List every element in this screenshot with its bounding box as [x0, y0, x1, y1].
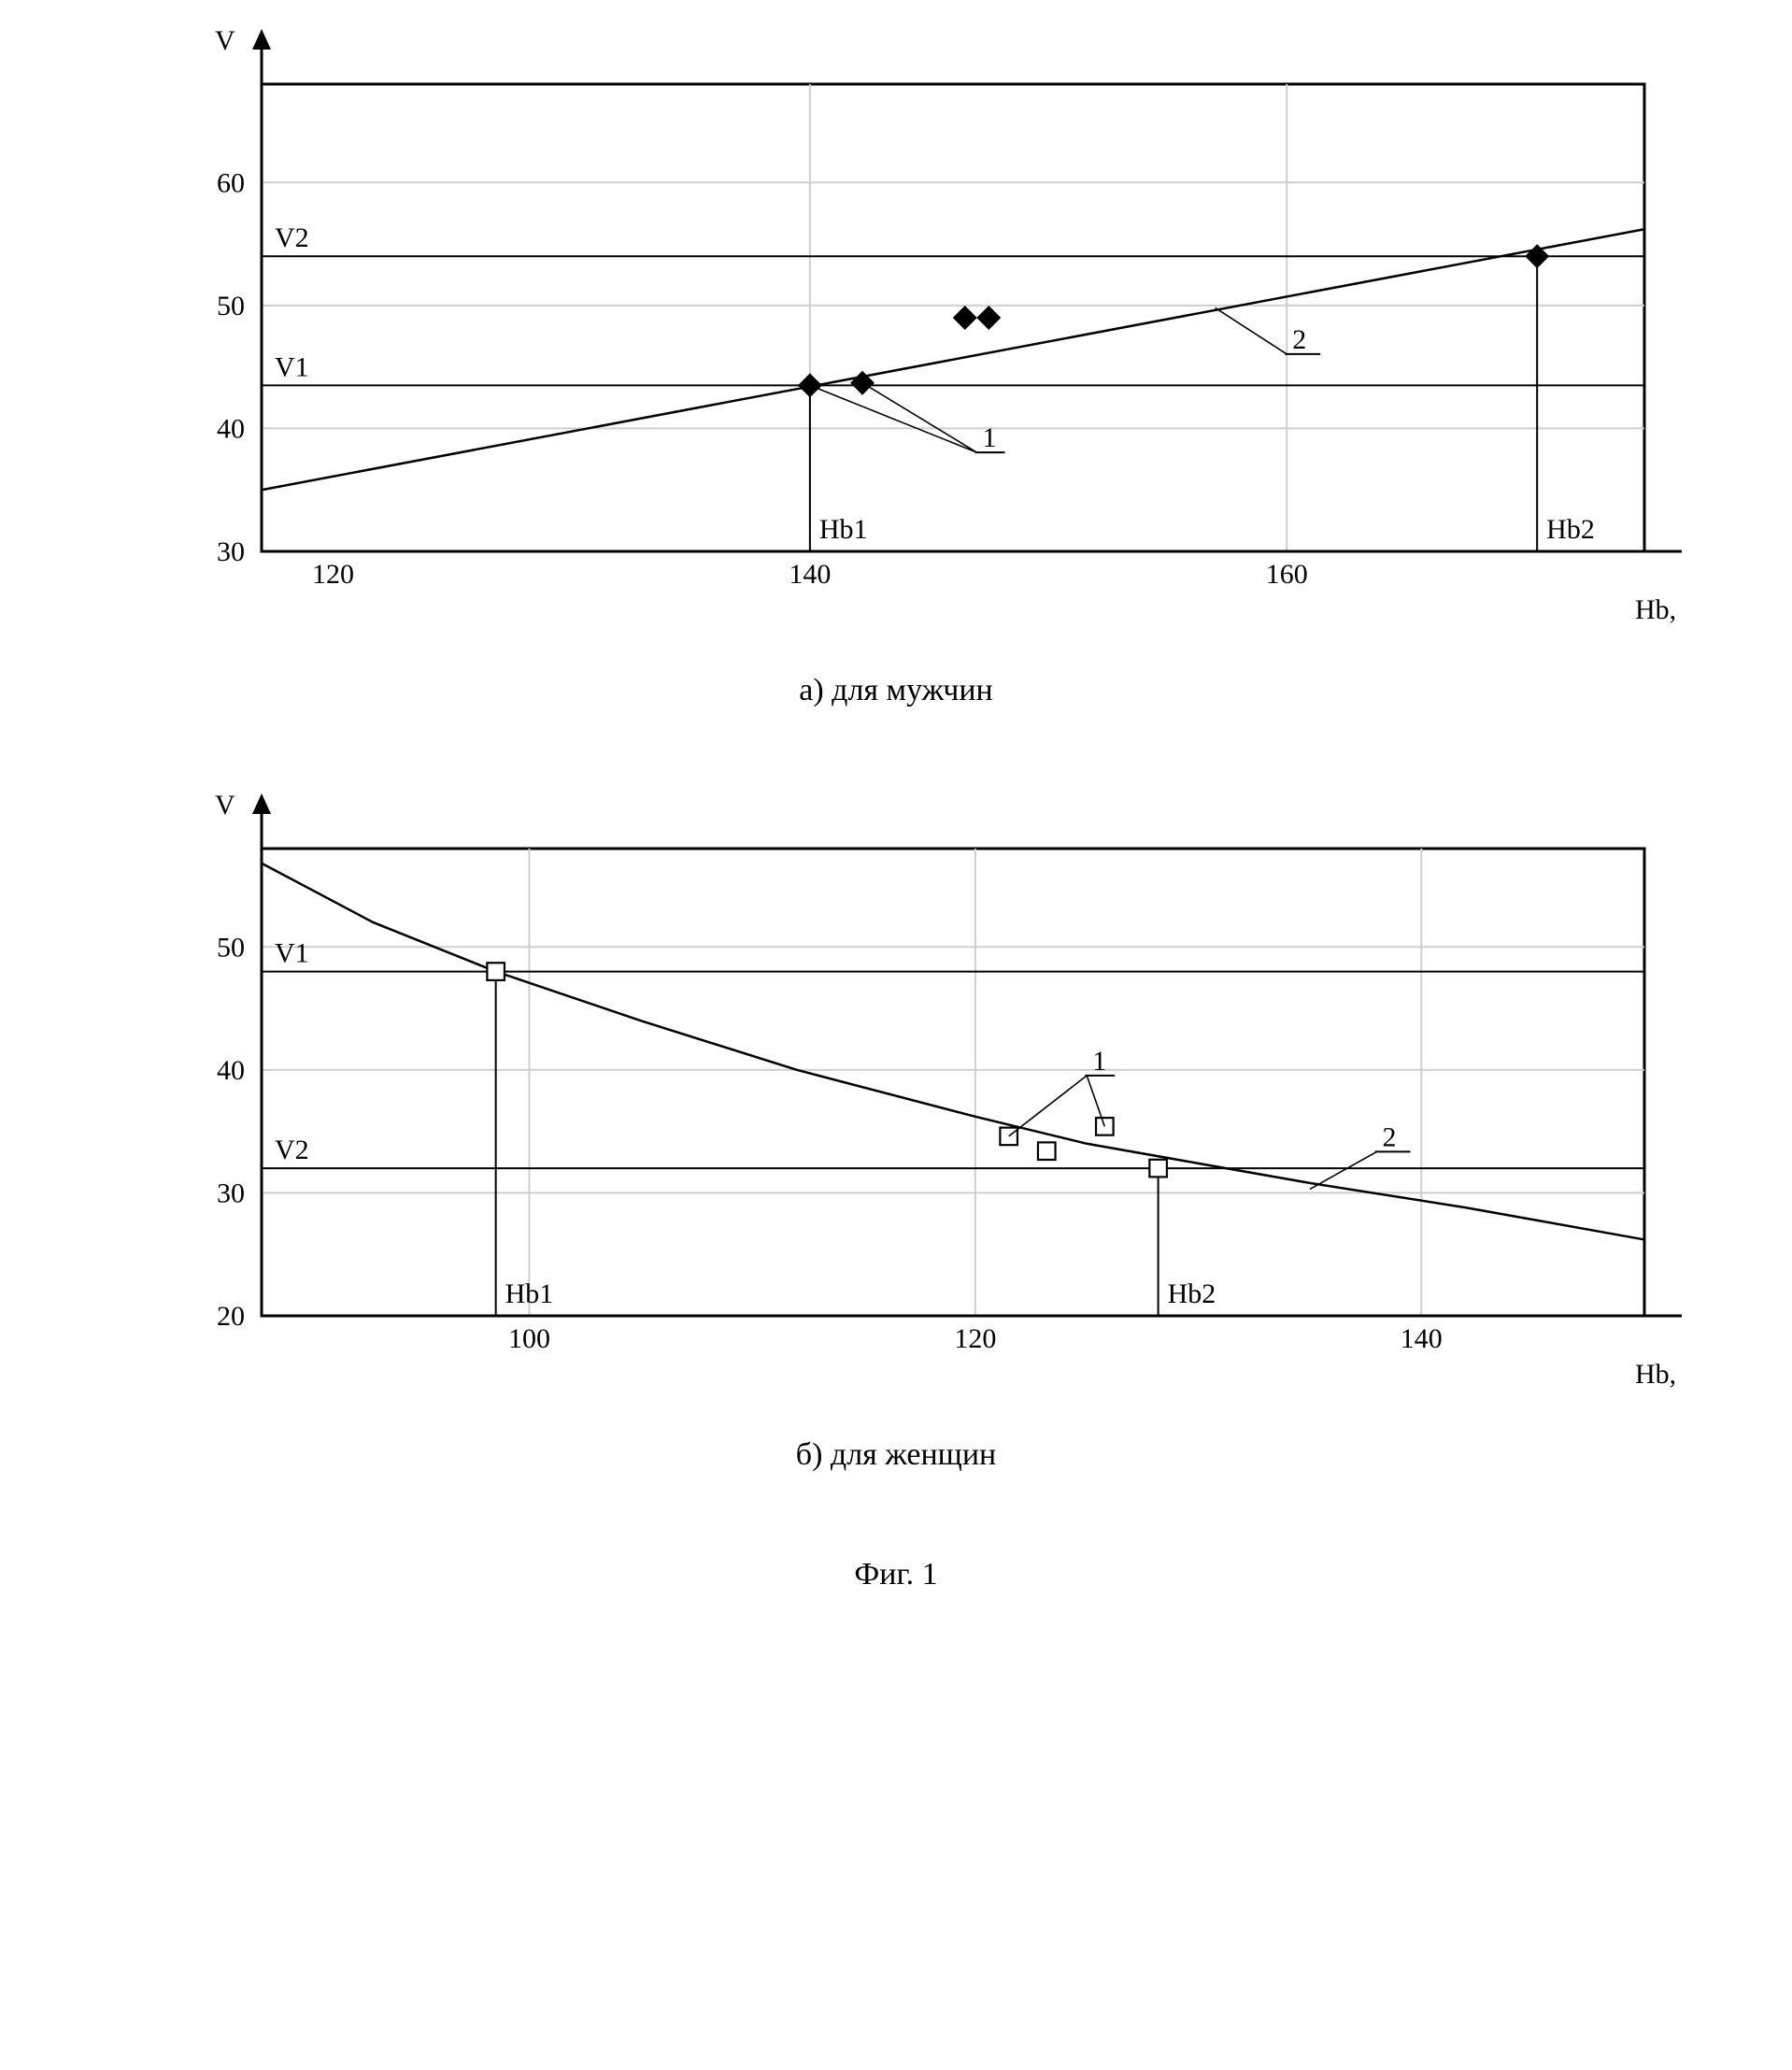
- svg-text:V2: V2: [275, 222, 309, 253]
- svg-text:Hb1: Hb1: [505, 1278, 554, 1309]
- svg-text:V: V: [215, 792, 235, 821]
- svg-text:Hb2: Hb2: [1168, 1278, 1216, 1309]
- svg-text:Hb1: Hb1: [819, 514, 868, 545]
- svg-text:V1: V1: [275, 351, 309, 382]
- chart-b: 100 120 140 20 30 40 50 V Hb, г/л V1 V2 Hb1 Hb2 1 2: [93, 792, 1699, 1391]
- chart-a: 120 140 160 30 40 50 60 V Hb, г/л V1 V2 Hb1 Hb2 1 2: [93, 28, 1699, 626]
- svg-text:50: 50: [217, 291, 245, 321]
- svg-text:140: 140: [1401, 1323, 1443, 1354]
- svg-text:30: 30: [217, 1178, 245, 1208]
- svg-text:Hb, г/л: Hb, г/л: [1635, 1359, 1682, 1390]
- svg-text:1: 1: [1092, 1046, 1106, 1077]
- svg-text:40: 40: [217, 413, 245, 444]
- svg-text:2: 2: [1383, 1121, 1397, 1152]
- svg-text:100: 100: [508, 1323, 550, 1354]
- svg-text:Hb2: Hb2: [1546, 514, 1595, 545]
- chart-a-caption: а) для мужчин: [93, 673, 1699, 708]
- svg-text:120: 120: [954, 1323, 996, 1354]
- svg-text:30: 30: [217, 536, 245, 567]
- svg-text:120: 120: [312, 559, 354, 590]
- figure-label: Фиг. 1: [93, 1557, 1699, 1592]
- svg-text:V: V: [215, 28, 235, 56]
- svg-text:1: 1: [983, 422, 997, 453]
- svg-text:2: 2: [1292, 324, 1306, 355]
- chart-a-svg: 120 140 160 30 40 50 60 V Hb, г/л V1 V2 Hb1 Hb2 1 2: [93, 28, 1682, 626]
- svg-text:50: 50: [217, 932, 245, 963]
- svg-text:V2: V2: [275, 1135, 309, 1165]
- svg-text:V1: V1: [275, 938, 309, 969]
- svg-text:Hb, г/л: Hb, г/л: [1635, 594, 1682, 625]
- svg-text:160: 160: [1266, 559, 1308, 590]
- svg-text:20: 20: [217, 1301, 245, 1332]
- svg-text:60: 60: [217, 167, 245, 198]
- chart-b-caption: б) для женщин: [93, 1437, 1699, 1473]
- svg-text:40: 40: [217, 1055, 245, 1086]
- chart-b-svg: 100 120 140 20 30 40 50 V Hb, г/л V1 V2 Hb1 Hb2 1 2: [93, 792, 1682, 1391]
- svg-text:140: 140: [789, 559, 831, 590]
